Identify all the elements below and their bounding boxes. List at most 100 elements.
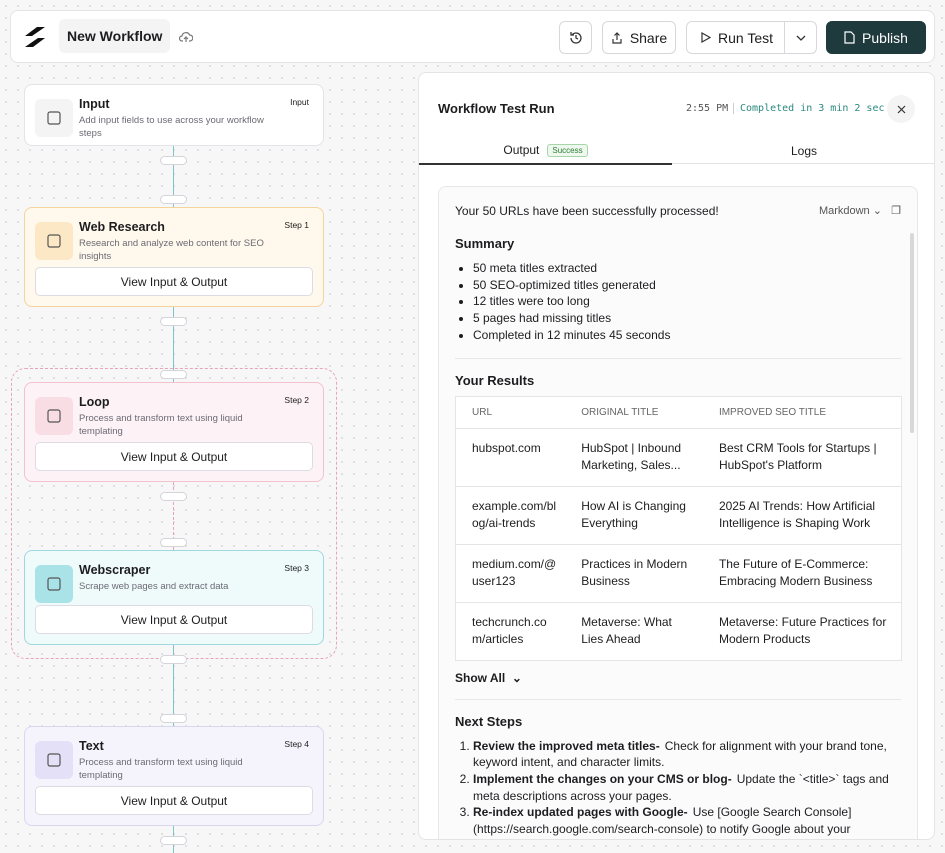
result-cell: How AI is Changing Everything <box>565 486 703 545</box>
node-title: Web Research <box>79 220 165 234</box>
result-cell: Metaverse: Future Practices for Modern P… <box>702 602 902 661</box>
share-label: Share <box>629 29 668 46</box>
port <box>160 156 187 165</box>
result-cell: HubSpot | Inbound Marketing, Sales... <box>565 428 703 487</box>
publish-label: Publish <box>862 29 908 46</box>
summary-item: 50 meta titles extracted <box>473 260 901 277</box>
panel-title: Workflow Test Run <box>438 101 555 116</box>
node-description: Process and transform text using liquid … <box>79 757 243 781</box>
port <box>160 538 187 547</box>
port <box>160 836 187 845</box>
output-tab[interactable]: Output Success <box>419 137 672 165</box>
node-description: Add input fields to use across your work… <box>79 115 264 139</box>
publish-button[interactable]: Publish <box>826 21 926 54</box>
result-cell: 2025 AI Trends: How Artificial Intellige… <box>702 486 902 545</box>
node-description: Process and transform text using liquid … <box>79 413 243 437</box>
divider <box>455 698 901 700</box>
next-step: Review the improved meta titles-Check fo… <box>473 738 901 771</box>
result-row: example.com/blog/ai-trends How AI is Chan… <box>455 486 902 545</box>
result-cell: The Future of E-Commerce: Embracing Mode… <box>702 544 902 603</box>
tab-divider <box>419 163 934 164</box>
show-all-label: Show All <box>455 670 506 685</box>
connector <box>173 482 174 550</box>
view-io-button[interactable]: View Input & Output <box>35 605 313 634</box>
output-tab-label: Output <box>503 143 540 157</box>
node-icon <box>35 222 73 260</box>
next-step: Implement the changes on your CMS or blo… <box>473 771 901 804</box>
close-button[interactable] <box>887 95 915 123</box>
view-io-button[interactable]: View Input & Output <box>35 442 313 471</box>
step-title: Implement the changes on your CMS or blo… <box>473 771 732 786</box>
node-badge: Input <box>290 97 309 107</box>
workflow-node[interactable]: Loop Step 2 Process and transform text usi… <box>24 382 324 482</box>
node-icon <box>35 565 73 603</box>
summary-item: Completed in 12 minutes 45 seconds <box>473 327 901 344</box>
scrollbar <box>910 233 914 433</box>
connector <box>173 307 174 382</box>
workflow-title[interactable]: New Workflow <box>59 19 171 53</box>
result-cell: Practices in Modern Business <box>565 544 703 603</box>
node-title: Input <box>79 97 110 111</box>
format-select[interactable]: Markdown ⌄ ❐ <box>818 205 901 217</box>
summary-heading: Summary <box>455 236 515 251</box>
result-row: techcrunch.com/articles Metaverse: What L… <box>455 602 902 661</box>
connector <box>173 146 174 207</box>
column-header: ORIGINAL TITLE <box>565 396 703 429</box>
view-io-button[interactable]: View Input & Output <box>35 786 313 815</box>
port <box>160 370 187 379</box>
port <box>160 655 187 664</box>
summary-item: 50 SEO-optimized titles generated <box>473 277 901 294</box>
node-badge: Step 1 <box>284 220 309 230</box>
next-steps-heading: Next Steps <box>455 713 523 729</box>
node-badge: Step 3 <box>284 563 309 573</box>
connector <box>173 645 174 726</box>
step-text: Use [Google Search Console](https://sear… <box>473 805 852 839</box>
column-header: URL <box>455 396 566 429</box>
run-status: Completed in 3 min 2 sec <box>733 103 885 114</box>
divider <box>455 357 901 359</box>
node-badge: Step 2 <box>284 395 309 405</box>
node-badge: Step 4 <box>284 739 309 749</box>
results-table: URL ORIGINAL TITLE IMPROVED SEO TITLE hubsp… <box>455 395 902 661</box>
result-row: medium.com/@user123 Practices in Modern B… <box>455 544 902 603</box>
port <box>160 195 187 204</box>
history-button[interactable] <box>559 21 592 54</box>
run-test-label: Run Test <box>718 29 773 46</box>
view-io-button[interactable]: View Input & Output <box>35 267 313 296</box>
workflow-node[interactable]: Text Step 4 Process and transform text usi… <box>24 726 324 826</box>
success-badge: Success <box>547 143 588 157</box>
workflow-node[interactable]: Webscraper Step 3 Scrape web pages and ext… <box>24 550 324 645</box>
summary-list: 50 meta titles extracted50 SEO-optimized… <box>455 260 901 344</box>
next-steps-list: Review the improved meta titles-Check fo… <box>455 738 901 839</box>
test-run-panel: Workflow Test Run 2:55 PM Completed in 3… <box>418 72 935 840</box>
workflow-node[interactable]: Input Input Add input fields to use across… <box>24 84 324 146</box>
node-icon <box>35 397 73 435</box>
step-title: Review the improved meta titles- <box>473 738 660 753</box>
logo <box>25 27 45 47</box>
share-button[interactable]: Share <box>602 21 676 54</box>
result-message: Your 50 URLs have been successfully proc… <box>455 204 719 218</box>
result-cell: Best CRM Tools for Startups | HubSpot's … <box>702 428 902 487</box>
format-label: Markdown <box>818 205 870 217</box>
result-cell: hubspot.com <box>455 428 566 487</box>
logs-tab[interactable]: Logs <box>790 144 818 158</box>
result-cell: techcrunch.com/articles <box>455 602 566 661</box>
show-all[interactable]: Show All ⌄ <box>455 670 522 685</box>
step-text: Update the `<title>` tags and meta descr… <box>473 771 889 803</box>
workflow-node[interactable]: Web Research Step 1 Research and analyze w… <box>24 207 324 307</box>
summary-item: 12 titles were too long <box>473 293 901 310</box>
node-title: Text <box>79 739 104 753</box>
node-title: Webscraper <box>79 563 151 577</box>
run-time: 2:55 PM <box>686 103 729 114</box>
step-text: Check for alignment with your brand tone… <box>473 738 887 770</box>
step-title: Re-index updated pages with Google- <box>473 805 688 820</box>
node-icon <box>35 741 73 779</box>
result-cell: medium.com/@user123 <box>455 544 566 603</box>
summary-item: 5 pages had missing titles <box>473 310 901 327</box>
port <box>160 317 187 326</box>
results-heading: Your Results <box>455 372 535 388</box>
next-step: Re-index updated pages with Google-Use [… <box>473 804 901 839</box>
run-test-button[interactable]: Run Test <box>686 21 817 54</box>
result-row: hubspot.com HubSpot | Inbound Marketing, … <box>455 428 902 487</box>
node-title: Loop <box>79 395 110 409</box>
